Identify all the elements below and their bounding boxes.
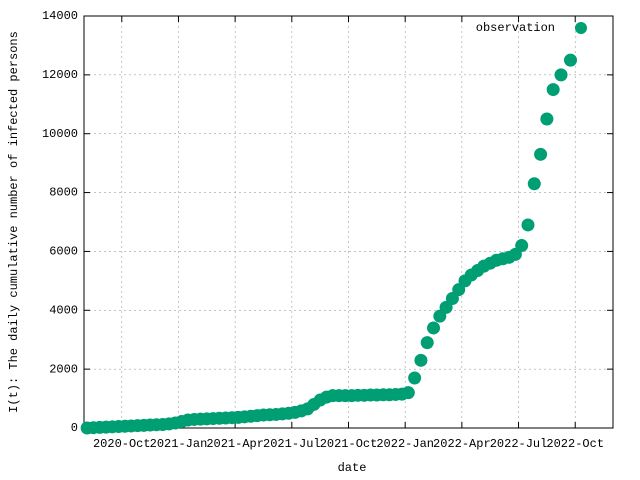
data-point xyxy=(527,177,541,191)
data-point xyxy=(540,112,554,126)
data-point xyxy=(563,53,577,67)
x-tick-label: 2022-Jul xyxy=(490,437,548,451)
x-axis-label: date xyxy=(338,461,367,475)
data-point xyxy=(427,321,441,335)
data-point xyxy=(420,336,434,350)
y-tick-label: 10000 xyxy=(42,127,78,141)
y-tick-label: 4000 xyxy=(49,303,78,317)
x-tick-label: 2022-Oct xyxy=(546,437,604,451)
y-tick-label: 8000 xyxy=(49,186,78,200)
data-point xyxy=(534,147,548,161)
plot-frame xyxy=(83,15,614,429)
y-tick-label: 0 xyxy=(71,421,78,435)
x-tick-label: 2021-Jul xyxy=(263,437,321,451)
data-point xyxy=(401,386,415,400)
data-point xyxy=(515,239,529,253)
x-tick-label: 2021-Apr xyxy=(206,437,264,451)
x-tick-label: 2020-Oct xyxy=(93,437,151,451)
legend-label: observation xyxy=(476,21,555,35)
x-tick-label: 2021-Oct xyxy=(320,437,378,451)
y-tick-label: 2000 xyxy=(49,362,78,376)
x-tick-label: 2022-Jan xyxy=(376,437,434,451)
data-point xyxy=(521,218,535,232)
y-tick-label: 14000 xyxy=(42,9,78,23)
legend-marker xyxy=(575,22,587,34)
y-tick-label: 12000 xyxy=(42,68,78,82)
data-point xyxy=(554,68,568,82)
data-point xyxy=(546,83,560,97)
y-tick-label: 6000 xyxy=(49,245,78,259)
x-tick-label: 2022-Apr xyxy=(433,437,491,451)
data-point xyxy=(408,371,422,385)
x-tick-label: 2021-Jan xyxy=(150,437,208,451)
y-axis-label: I(t): The daily cumulative number of inf… xyxy=(7,31,21,413)
data-point xyxy=(414,353,428,367)
